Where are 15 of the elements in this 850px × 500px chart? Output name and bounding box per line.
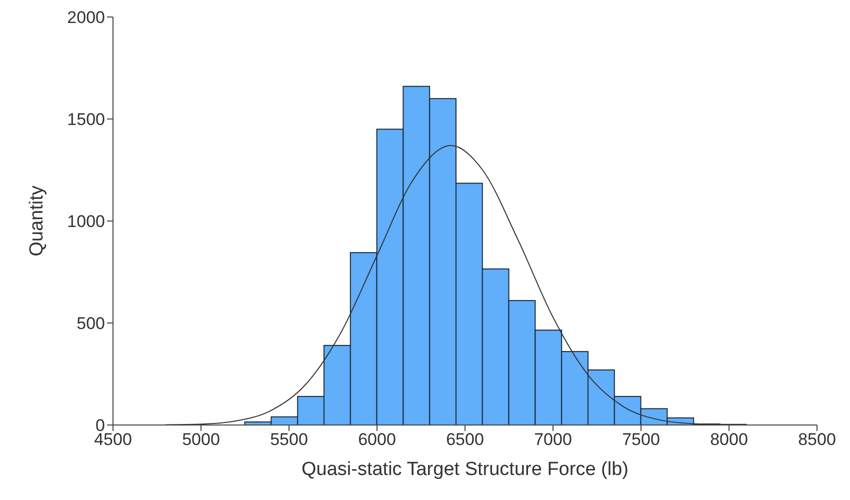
y-tick-label: 2000	[67, 8, 105, 28]
x-axis-title: Quasi-static Target Structure Force (lb)	[302, 459, 628, 480]
y-tick-label: 1500	[67, 110, 105, 130]
x-tick-label: 4500	[94, 430, 132, 450]
y-axis-title: Quantity	[26, 185, 48, 256]
x-tick-label: 7000	[534, 430, 572, 450]
x-tick-label: 5000	[182, 430, 220, 450]
y-tick-label: 500	[76, 314, 105, 334]
x-tick-label: 8500	[798, 430, 836, 450]
y-tick-label: 1000	[67, 212, 105, 232]
x-tick-label: 8000	[710, 430, 748, 450]
x-tick-label: 5500	[270, 430, 308, 450]
x-tick-label: 7500	[622, 430, 660, 450]
x-tick-label: 6500	[446, 430, 484, 450]
x-tick-label: 6000	[358, 430, 396, 450]
